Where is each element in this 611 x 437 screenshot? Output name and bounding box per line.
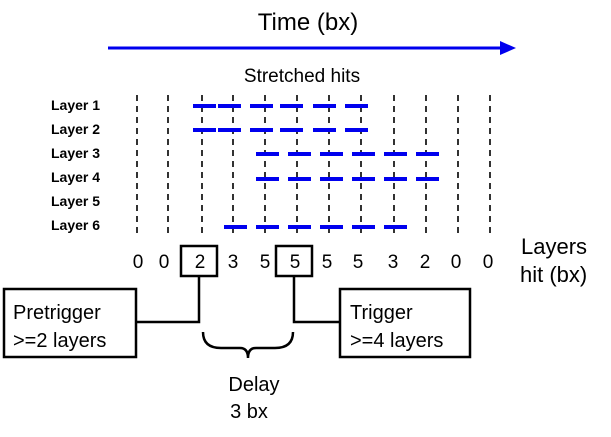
trigger-box — [338, 287, 472, 359]
delay-value: 3 bx — [230, 401, 268, 423]
pretrigger-connector — [136, 276, 201, 324]
layer-label-5: Layer 5 — [51, 193, 100, 209]
pretrigger-box — [2, 287, 138, 359]
pretrigger-title: Pretrigger — [13, 302, 101, 324]
delay-brace — [201, 331, 295, 359]
layer-label-3: Layer 3 — [51, 145, 100, 161]
hit-count-bx-6: 5 — [290, 252, 301, 273]
stretched-hits-label: Stretched hits — [244, 66, 360, 87]
hit-count-bx-5: 5 — [260, 252, 271, 273]
hit-count-bx-9: 3 — [388, 252, 399, 273]
hit-count-bx-12: 0 — [483, 252, 494, 273]
trigger-condition: >=4 layers — [350, 330, 443, 352]
delay-label: Delay — [228, 374, 279, 396]
hit-count-bx-1: 0 — [133, 252, 144, 273]
layer-label-4: Layer 4 — [51, 169, 100, 185]
time-axis-title: Time (bx) — [258, 9, 358, 36]
layer-label-6: Layer 6 — [51, 217, 100, 233]
hit-count-bx-4: 3 — [228, 252, 239, 273]
trigger-connector — [292, 276, 340, 324]
layer-label-2: Layer 2 — [51, 121, 100, 137]
time-arrow-head — [500, 41, 516, 55]
hit-count-bx-2: 0 — [159, 252, 170, 273]
bx-boundary-lines — [136, 95, 491, 236]
hit-count-row: 0 0 2 3 5 5 5 5 3 2 0 0 — [133, 252, 494, 273]
stretched-hit-dashes — [193, 104, 439, 229]
trigger-title: Trigger — [350, 302, 413, 324]
pretrigger-condition: >=2 layers — [13, 330, 106, 352]
hit-count-bx-11: 0 — [451, 252, 462, 273]
hit-count-bx-3: 2 — [195, 252, 206, 273]
hit-count-bx-7: 5 — [322, 252, 333, 273]
hit-count-bx-10: 2 — [420, 252, 431, 273]
layer-labels: Layer 1 Layer 2 Layer 3 Layer 4 Layer 5 … — [51, 97, 100, 233]
hit-count-bx-8: 5 — [353, 252, 364, 273]
layer-label-1: Layer 1 — [51, 97, 100, 113]
layers-hit-label-line2: hit (bx) — [520, 262, 587, 287]
layers-hit-label-line1: Layers — [521, 234, 587, 259]
